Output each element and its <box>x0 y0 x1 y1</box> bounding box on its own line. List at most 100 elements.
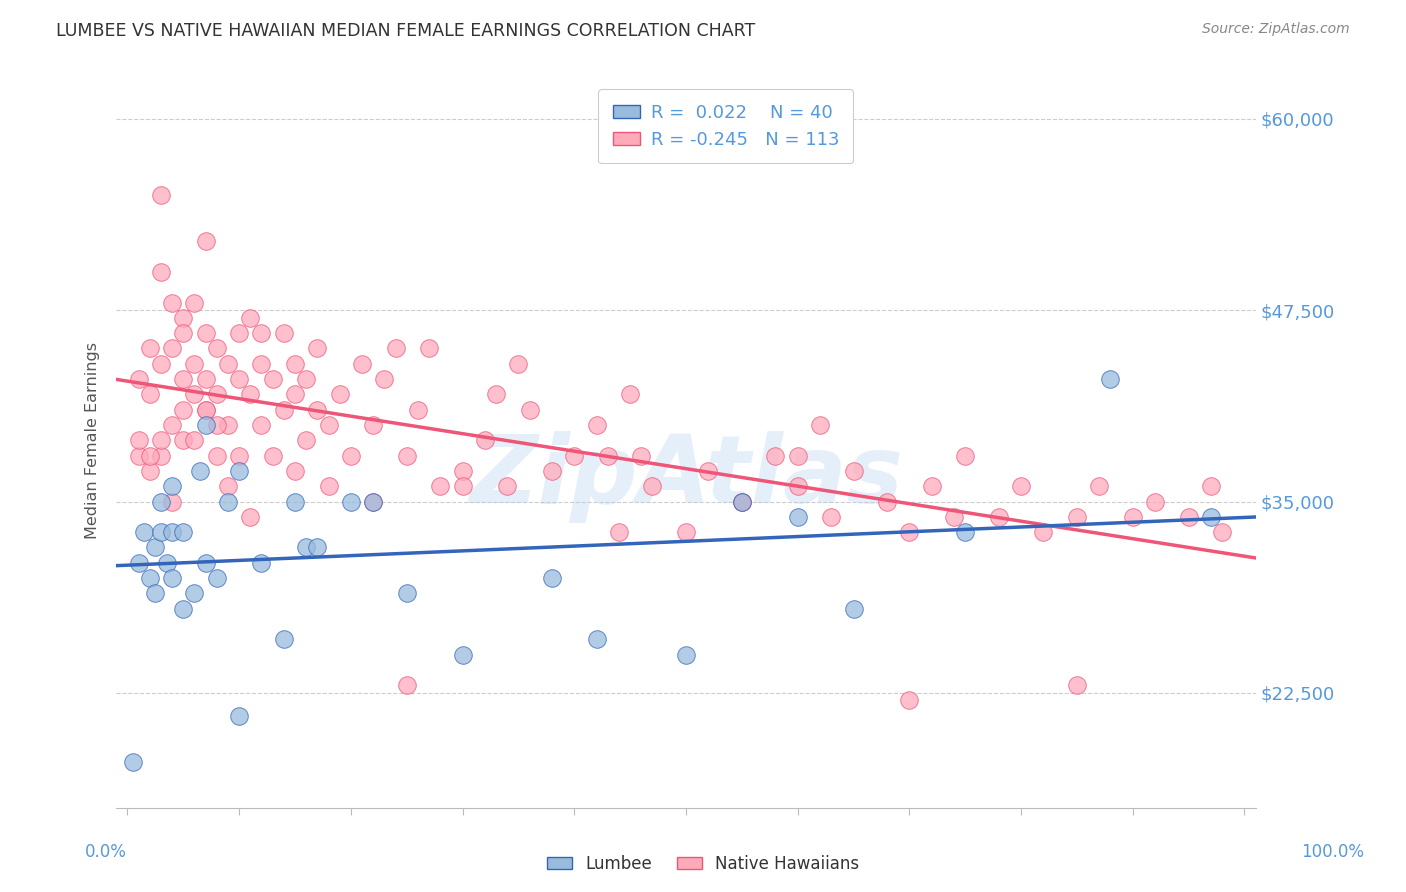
Point <box>228 326 250 341</box>
Point <box>1199 479 1222 493</box>
Point <box>273 402 295 417</box>
Point <box>172 434 194 448</box>
Point <box>149 188 172 202</box>
Point <box>1199 509 1222 524</box>
Point <box>160 494 183 508</box>
Point <box>295 434 318 448</box>
Point <box>361 417 384 432</box>
Point <box>1032 525 1054 540</box>
Point <box>273 632 295 647</box>
Point <box>145 541 167 555</box>
Point <box>562 449 585 463</box>
Legend: Lumbee, Native Hawaiians: Lumbee, Native Hawaiians <box>540 848 866 880</box>
Point <box>675 525 697 540</box>
Point <box>250 556 273 570</box>
Point <box>239 387 262 401</box>
Point <box>474 434 496 448</box>
Point <box>541 464 564 478</box>
Point <box>128 372 150 386</box>
Point <box>217 357 239 371</box>
Text: LUMBEE VS NATIVE HAWAIIAN MEDIAN FEMALE EARNINGS CORRELATION CHART: LUMBEE VS NATIVE HAWAIIAN MEDIAN FEMALE … <box>56 22 755 40</box>
Point <box>149 265 172 279</box>
Point <box>139 464 162 478</box>
Point <box>842 464 865 478</box>
Point <box>194 556 217 570</box>
Point <box>183 295 205 310</box>
Text: 0.0%: 0.0% <box>84 843 127 861</box>
Point <box>295 541 318 555</box>
Point <box>496 479 519 493</box>
Point <box>955 525 977 540</box>
Point <box>429 479 451 493</box>
Point <box>262 449 284 463</box>
Point <box>373 372 395 386</box>
Point <box>205 417 228 432</box>
Point <box>329 387 352 401</box>
Point <box>160 295 183 310</box>
Point <box>205 449 228 463</box>
Point <box>1010 479 1032 493</box>
Point <box>155 556 177 570</box>
Point <box>205 342 228 356</box>
Point <box>921 479 943 493</box>
Point <box>217 479 239 493</box>
Point <box>194 402 217 417</box>
Point <box>350 357 373 371</box>
Point <box>541 571 564 585</box>
Point <box>619 387 641 401</box>
Point <box>307 342 329 356</box>
Point <box>395 678 418 692</box>
Point <box>160 525 183 540</box>
Text: 100.0%: 100.0% <box>1302 843 1364 861</box>
Point <box>307 402 329 417</box>
Point <box>149 357 172 371</box>
Point <box>128 556 150 570</box>
Point <box>239 310 262 325</box>
Point <box>149 449 172 463</box>
Point <box>160 342 183 356</box>
Point <box>820 509 842 524</box>
Point <box>1088 479 1111 493</box>
Point <box>361 494 384 508</box>
Point <box>228 372 250 386</box>
Point <box>585 417 607 432</box>
Point <box>987 509 1010 524</box>
Point <box>217 494 239 508</box>
Point <box>395 586 418 600</box>
Point <box>418 342 440 356</box>
Point <box>284 494 307 508</box>
Point <box>139 342 162 356</box>
Point <box>183 357 205 371</box>
Point <box>1211 525 1233 540</box>
Point <box>697 464 720 478</box>
Y-axis label: Median Female Earnings: Median Female Earnings <box>86 342 100 539</box>
Point <box>1066 678 1088 692</box>
Point <box>183 586 205 600</box>
Point <box>205 571 228 585</box>
Point <box>451 479 474 493</box>
Point <box>172 372 194 386</box>
Point <box>284 357 307 371</box>
Point <box>1177 509 1199 524</box>
Point <box>876 494 898 508</box>
Point <box>217 417 239 432</box>
Point <box>228 449 250 463</box>
Point <box>898 525 921 540</box>
Point <box>128 449 150 463</box>
Point <box>786 509 808 524</box>
Point <box>808 417 831 432</box>
Point <box>194 326 217 341</box>
Point <box>172 601 194 615</box>
Point <box>295 372 318 386</box>
Point <box>1066 509 1088 524</box>
Point <box>205 387 228 401</box>
Point <box>955 449 977 463</box>
Point <box>384 342 406 356</box>
Point <box>630 449 652 463</box>
Point <box>675 648 697 662</box>
Point <box>485 387 508 401</box>
Point <box>731 494 754 508</box>
Point <box>284 464 307 478</box>
Point <box>183 434 205 448</box>
Point <box>134 525 156 540</box>
